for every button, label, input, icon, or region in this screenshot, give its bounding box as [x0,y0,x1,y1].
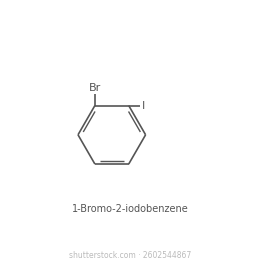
Text: shutterstock.com · 2602544867: shutterstock.com · 2602544867 [69,251,191,260]
Text: I: I [141,101,145,111]
Text: 1-Bromo-2-iodobenzene: 1-Bromo-2-iodobenzene [72,204,188,214]
Text: Br: Br [89,83,101,93]
